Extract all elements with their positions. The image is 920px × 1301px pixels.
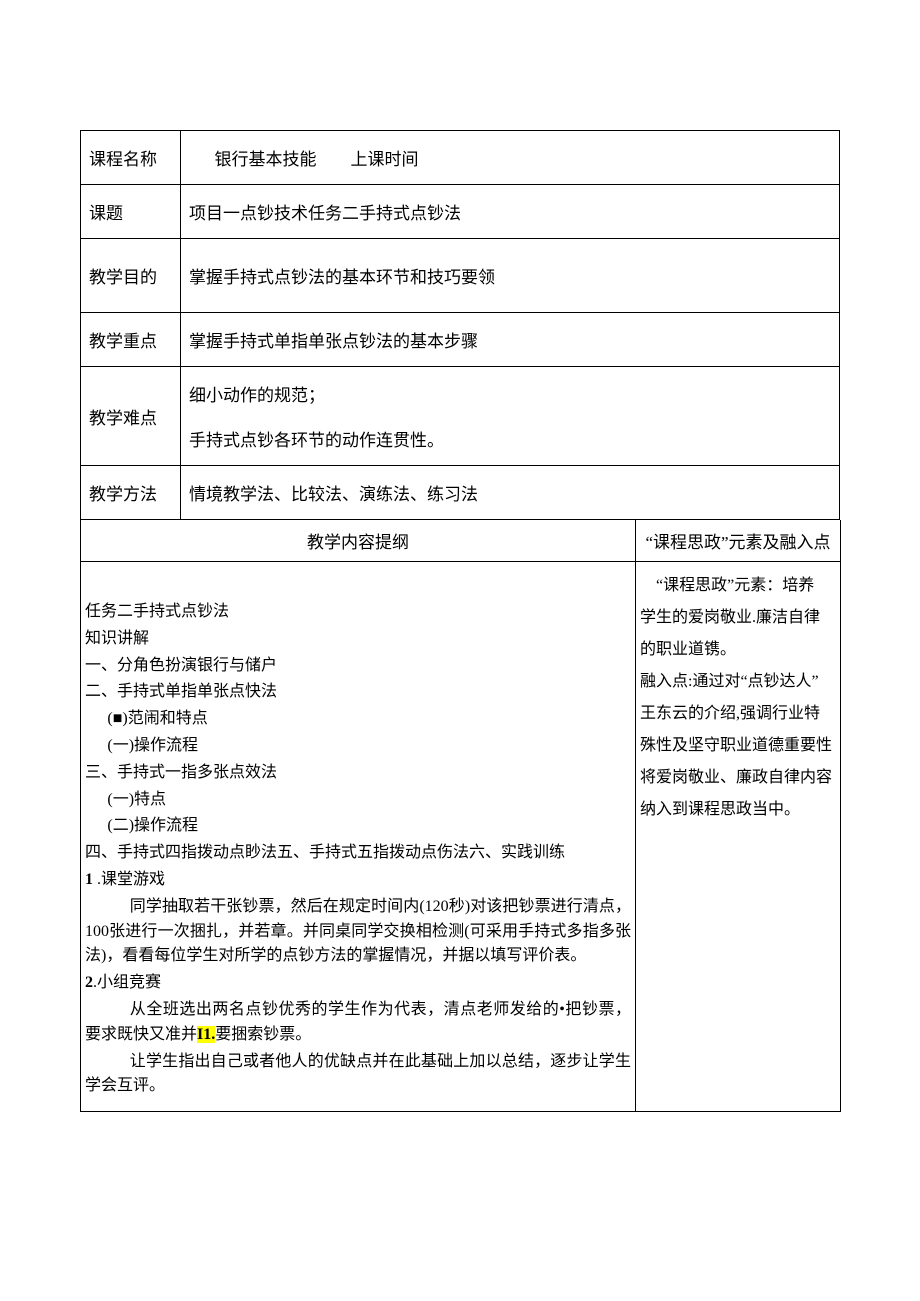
row-topic: 课题 项目一点钞技术任务二手持式点钞法 — [81, 185, 840, 239]
lesson-plan-table: 课程名称 银行基本技能 上课时间 课题 项目一点钞技术任务二手持式点钞法 教学目… — [80, 130, 840, 520]
sizheng-l2: 学生的爱岗敬业.廉洁自律 — [640, 602, 836, 634]
row-course-name: 课程名称 银行基本技能 上课时间 — [81, 131, 840, 185]
difficulty-line2: 手持式点钞各环节的动作连贯性。 — [189, 426, 833, 451]
outline-line: 让学生指出自己或者他人的优缺点并在此基础上加以总结，逐步让学生学会互评。 — [85, 1050, 631, 1100]
outline-content: 任务二手持式点钞法知识讲解一、分角色扮演银行与储户二、手持式单指单张点快法(■)… — [81, 562, 636, 1112]
row-objective: 教学目的 掌握手持式点钞法的基本环节和技巧要领 — [81, 239, 840, 313]
label-course-name: 课程名称 — [81, 131, 181, 185]
lesson-plan-page: 课程名称 银行基本技能 上课时间 课题 项目一点钞技术任务二手持式点钞法 教学目… — [80, 130, 840, 1112]
sizheng-l7: 将爱岗敬业、廉政自律内容 — [640, 762, 836, 794]
value-method: 情境教学法、比较法、演练法、练习法 — [181, 466, 840, 520]
outline-line: (一)特点 — [85, 788, 631, 813]
outline-line: (一)操作流程 — [85, 734, 631, 759]
outline-line: 任务二手持式点钞法 — [85, 600, 631, 625]
label-topic: 课题 — [81, 185, 181, 239]
outline-line: (二)操作流程 — [85, 814, 631, 839]
label-difficulty: 教学难点 — [81, 367, 181, 466]
difficulty-line1: 细小动作的规范； — [189, 381, 833, 406]
value-objective: 掌握手持式点钞法的基本环节和技巧要领 — [181, 239, 840, 313]
outline-line: 二、手持式单指单张点快法 — [85, 680, 631, 705]
value-topic: 项目一点钞技术任务二手持式点钞法 — [181, 185, 840, 239]
outline-line: 从全班选出两名点钞优秀的学生作为代表，清点老师发给的•把钞票，要求既快又准并I1… — [85, 998, 631, 1048]
outline-line: 知识讲解 — [85, 627, 631, 652]
sizheng-l4: 融入点:通过对“点钞达人” — [640, 666, 836, 698]
label-method: 教学方法 — [81, 466, 181, 520]
row-keypoint: 教学重点 掌握手持式单指单张点钞法的基本步骤 — [81, 313, 840, 367]
sizheng-l6: 殊性及坚守职业道德重要性 — [640, 730, 836, 762]
outline-line: 一、分角色扮演银行与储户 — [85, 654, 631, 679]
outline-line: 同学抽取若干张钞票，然后在规定时间内(120秒)对该把钞票进行清点，100张进行… — [85, 895, 631, 969]
outline-line: 1 .课堂游戏 — [85, 868, 631, 893]
value-difficulty: 细小动作的规范； 手持式点钞各环节的动作连贯性。 — [181, 367, 840, 466]
outline-line: (■)范闹和特点 — [85, 707, 631, 732]
outline-table: 教学内容提纲 “课程思政”元素及融入点 任务二手持式点钞法知识讲解一、分角色扮演… — [80, 520, 841, 1112]
course-name-value: 银行基本技能 — [215, 150, 317, 169]
sizheng-l1: “课程思政”元素：培养 — [640, 570, 836, 602]
sizheng-l3: 的职业道镌。 — [640, 634, 836, 666]
label-class-time: 上课时间 — [351, 150, 419, 169]
row-outline-header: 教学内容提纲 “课程思政”元素及融入点 — [81, 520, 841, 562]
sizheng-l8: 纳入到课程思政当中。 — [640, 794, 836, 826]
sizheng-header: “课程思政”元素及融入点 — [636, 520, 841, 562]
value-keypoint: 掌握手持式单指单张点钞法的基本步骤 — [181, 313, 840, 367]
label-objective: 教学目的 — [81, 239, 181, 313]
sizheng-l5: 王东云的介绍,强调行业特 — [640, 698, 836, 730]
sizheng-content: “课程思政”元素：培养 学生的爱岗敬业.廉洁自律 的职业道镌。 融入点:通过对“… — [636, 562, 841, 1112]
value-course-line: 银行基本技能 上课时间 — [181, 131, 840, 185]
label-keypoint: 教学重点 — [81, 313, 181, 367]
row-method: 教学方法 情境教学法、比较法、演练法、练习法 — [81, 466, 840, 520]
row-difficulty: 教学难点 细小动作的规范； 手持式点钞各环节的动作连贯性。 — [81, 367, 840, 466]
outline-line: 2.小组竞赛 — [85, 971, 631, 996]
outline-line: 三、手持式一指多张点效法 — [85, 761, 631, 786]
row-outline-body: 任务二手持式点钞法知识讲解一、分角色扮演银行与储户二、手持式单指单张点快法(■)… — [81, 562, 841, 1112]
outline-line: 四、手持式四指拨动点眇法五、手持式五指拨动点伤法六、实践训练 — [85, 841, 631, 866]
outline-header: 教学内容提纲 — [81, 520, 636, 562]
